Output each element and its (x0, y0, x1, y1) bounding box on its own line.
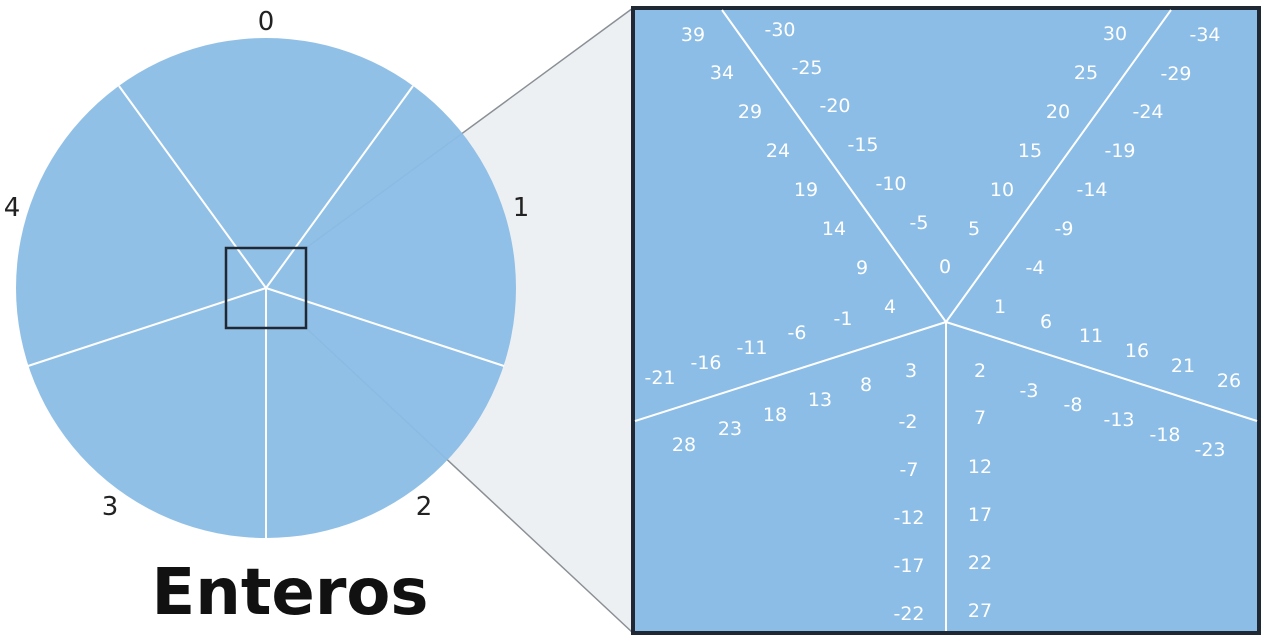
zoom-number-label: -10 (875, 173, 906, 195)
zoom-number-label: 20 (1046, 101, 1070, 123)
zoom-number-label: -7 (900, 459, 919, 481)
zoom-number-label: 29 (738, 101, 762, 123)
wheel-sector-labels: 0 1 2 3 4 (4, 7, 530, 522)
spoke-0-1 (265, 85, 414, 289)
zoom-number-label: 34 (710, 62, 734, 84)
zoom-number-label: 7 (974, 407, 986, 429)
zoom-number-label: -11 (736, 337, 767, 359)
spoke-4-0 (118, 85, 267, 289)
sector-label-2: 2 (416, 492, 433, 522)
zoom-number-label: 30 (1103, 23, 1127, 45)
zoom-number-label: -22 (893, 603, 924, 625)
zoom-number-label: 3 (905, 360, 917, 382)
sector-label-1: 1 (513, 193, 530, 223)
zoom-number-label: 0 (939, 256, 951, 278)
zoom-number-label: 26 (1217, 370, 1241, 392)
zoom-number-label: 8 (860, 374, 872, 396)
zoom-spoke-0-1 (945, 9, 1172, 323)
zoom-number-label: 28 (672, 434, 696, 456)
zoom-number-label: -18 (1149, 424, 1180, 446)
zoom-number-label: 14 (822, 218, 846, 240)
zoom-number-label: -9 (1055, 218, 1074, 240)
zoom-number-label: 10 (990, 179, 1014, 201)
zoom-number-label: -12 (893, 507, 924, 529)
zoom-number-label: -34 (1189, 24, 1220, 46)
zoom-number-label: 22 (968, 552, 992, 574)
zoom-number-label: 16 (1125, 340, 1149, 362)
zoom-number-label: 21 (1171, 355, 1195, 377)
zoom-number-label: -20 (819, 95, 850, 117)
zoom-number-label: 19 (794, 179, 818, 201)
zoom-number-label: -14 (1076, 179, 1107, 201)
zoom-number-label: -21 (644, 367, 675, 389)
zoom-number-label: -30 (764, 19, 795, 41)
zoom-panel-spokes (634, 9, 1258, 631)
zoom-number-label: -25 (791, 57, 822, 79)
zoom-number-label: -16 (690, 352, 721, 374)
zoom-number-label: 11 (1079, 325, 1103, 347)
zoom-number-label: 4 (884, 296, 896, 318)
zoom-spoke-4-0 (721, 9, 947, 323)
zoom-number-label: 2 (974, 360, 986, 382)
caption-title: Enteros (151, 556, 429, 630)
zoom-number-label: 17 (968, 504, 992, 526)
zoom-number-label: 15 (1018, 140, 1042, 162)
zoom-number-label: 23 (718, 418, 742, 440)
zoom-number-label: 18 (763, 404, 787, 426)
sector-label-4: 4 (4, 193, 21, 223)
zoom-spoke-1-2 (945, 321, 1258, 422)
zoom-number-label: 1 (994, 296, 1006, 318)
zoom-number-label: 13 (808, 389, 832, 411)
zoom-number-label: -3 (1020, 380, 1039, 402)
zoom-panel: 39342924191494-30-25-20-15-10-5030252015… (631, 6, 1261, 635)
zoom-number-label: -2 (899, 411, 918, 433)
zoom-number-label: -29 (1160, 63, 1191, 85)
zoom-number-label: -15 (847, 134, 878, 156)
zoom-spoke-3-4 (634, 321, 947, 422)
zoom-number-label: 12 (968, 456, 992, 478)
zoom-number-label: 5 (968, 218, 980, 240)
zoom-number-label: -4 (1026, 257, 1045, 279)
zoom-number-label: -13 (1103, 409, 1134, 431)
zoom-number-label: 9 (856, 257, 868, 279)
zoom-number-label: -24 (1132, 101, 1163, 123)
zoom-number-label: 6 (1040, 311, 1052, 333)
zoom-number-label: -6 (788, 322, 807, 344)
zoom-number-label: -19 (1104, 140, 1135, 162)
zoom-number-label: 25 (1074, 62, 1098, 84)
zoom-number-label: 27 (968, 600, 992, 622)
zoom-number-label: -5 (910, 212, 929, 234)
sector-label-3: 3 (102, 492, 119, 522)
zoom-number-labels: 39342924191494-30-25-20-15-10-5030252015… (644, 19, 1241, 625)
zoom-number-label: -17 (893, 555, 924, 577)
zoom-number-label: -8 (1064, 394, 1083, 416)
zoom-number-label: 39 (681, 24, 705, 46)
sector-label-0: 0 (258, 7, 275, 37)
zoom-number-label: 24 (766, 140, 790, 162)
zoom-focus-box (224, 246, 308, 330)
zoom-number-label: -23 (1194, 439, 1225, 461)
zoom-number-label: -1 (834, 308, 853, 330)
